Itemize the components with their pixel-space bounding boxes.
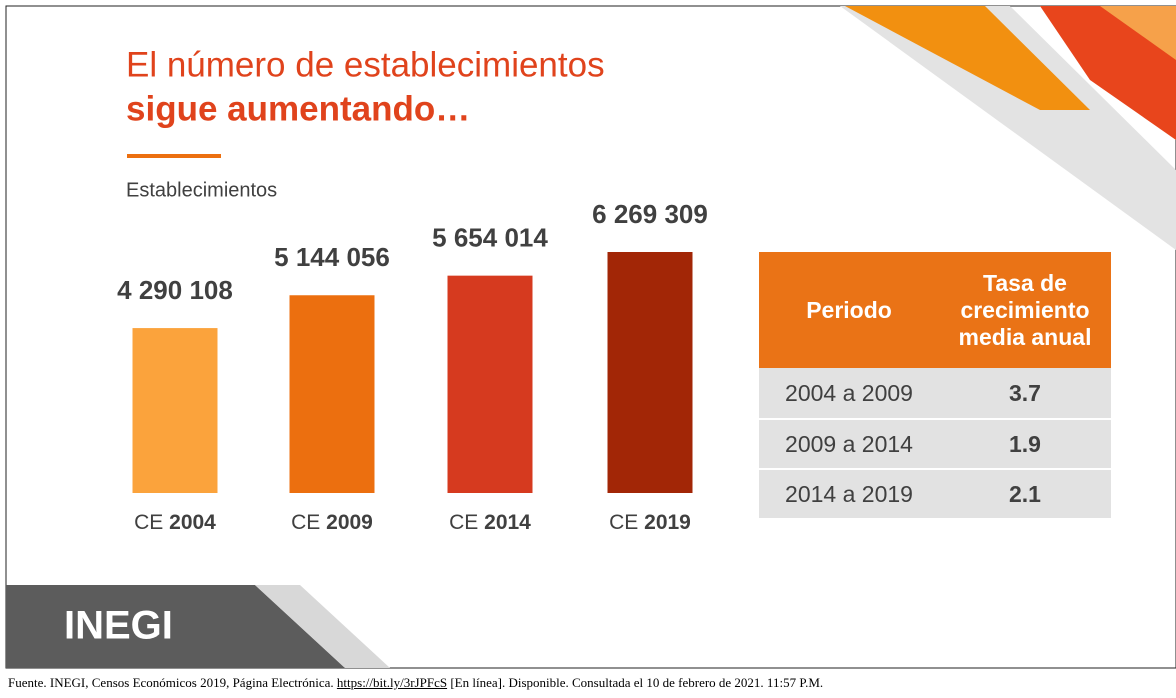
- title-rule: [127, 154, 221, 158]
- logo: INEGI: [64, 604, 173, 648]
- footer: Fuente. INEGI, Censos Económicos 2019, P…: [6, 668, 1172, 698]
- value-label: 5 144 056: [274, 242, 390, 272]
- table-cell: 1.9: [1009, 430, 1041, 457]
- bar: [447, 275, 533, 493]
- title-line1: El número de establecimientos: [126, 45, 605, 84]
- deco-band-light: [255, 585, 390, 668]
- deco-red: [1040, 6, 1176, 140]
- footer-link[interactable]: https://bit.ly/3rJPFcS: [336, 675, 448, 690]
- category-label: CE 2004: [134, 511, 216, 534]
- table-cell: 3.7: [1009, 379, 1041, 406]
- header-cell: Periodo: [806, 296, 892, 323]
- footer-text: [En línea]. Disponible. Consultada el 10…: [447, 675, 824, 690]
- table-body: 2004 a 2009 3.7 2009 a 2014 1.9 2014 a 2019 2…: [759, 368, 1111, 518]
- value-label: 4 290 108: [117, 275, 233, 305]
- bar: [607, 252, 693, 493]
- deco-light: [1100, 6, 1176, 60]
- table-cell: 2009 a 2014: [785, 430, 913, 457]
- table-cell: 2.1: [1009, 480, 1041, 507]
- title-line2: sigue aumentando…: [126, 89, 470, 128]
- bar-chart: 4 290 108 CE 2004 5 144 056 CE 2009 5 654 01…: [117, 199, 708, 534]
- category-label: CE 2009: [291, 511, 373, 534]
- growth-table: Periodo Tasa de crecimiento media anual …: [759, 252, 1111, 518]
- table-header: Periodo Tasa de crecimiento media anual: [759, 252, 1111, 368]
- deco-band: [6, 585, 345, 668]
- category-label: CE 2019: [609, 511, 691, 534]
- deco-orange: [845, 6, 1090, 110]
- category-label: CE 2014: [449, 511, 531, 534]
- table-row: 2009 a 2014 1.9: [759, 418, 1111, 468]
- table-row: 2014 a 2019 2.1: [759, 468, 1111, 518]
- value-label: 5 654 014: [432, 223, 548, 253]
- table-row: 2004 a 2009 3.7: [759, 368, 1111, 418]
- bar: [289, 295, 375, 493]
- header-cell: Tasa de crecimiento media anual: [958, 269, 1092, 350]
- table-cell: 2014 a 2019: [785, 480, 913, 507]
- value-label: 6 269 309: [592, 199, 708, 229]
- chart-subtitle: Establecimientos: [126, 179, 277, 201]
- bar: [132, 328, 218, 493]
- deco-gray: [840, 6, 1176, 250]
- footer-text: Fuente. INEGI, Censos Económicos 2019, P…: [8, 675, 337, 690]
- table-cell: 2004 a 2009: [785, 379, 913, 406]
